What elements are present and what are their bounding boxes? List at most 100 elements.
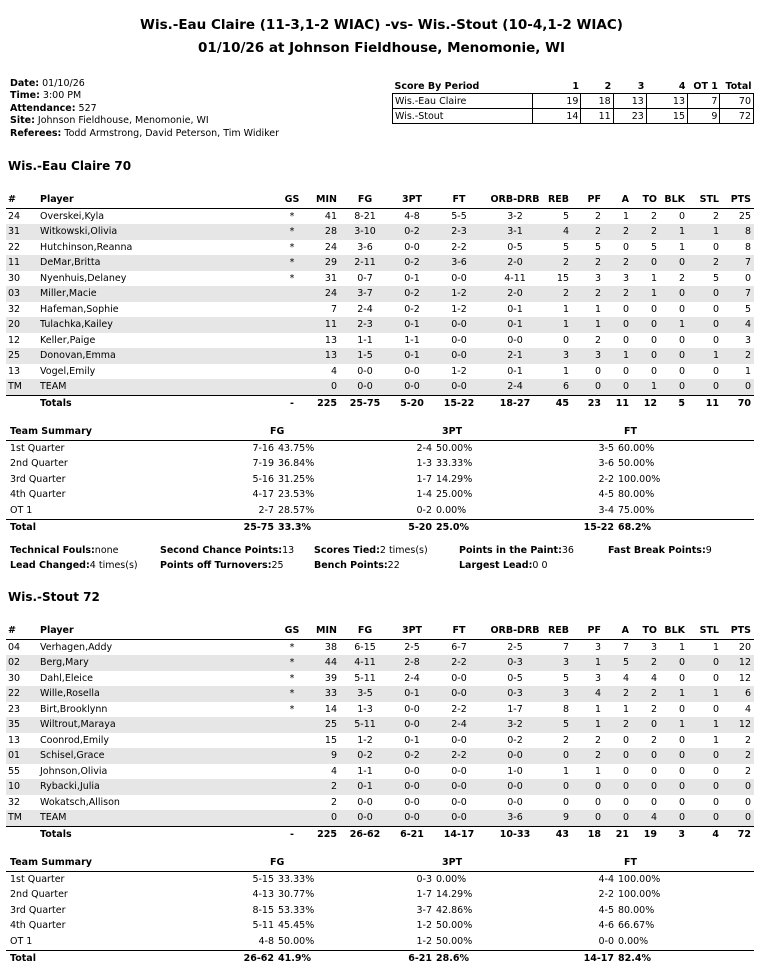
score-header-cell: 1	[572, 80, 579, 92]
player-cell: 0-1	[484, 317, 546, 333]
column-header: Player	[38, 623, 278, 640]
team-summary-row: 2nd Quarter 4-13 30.77% 1-7 14.29% 2-2 100.00%	[6, 887, 754, 903]
column-header: REB	[546, 192, 572, 209]
player-cell	[278, 379, 306, 395]
player-cell: 2-8	[390, 655, 434, 671]
column-header: FG	[340, 623, 390, 640]
player-cell: 55	[8, 765, 21, 777]
team-summary: Team Summary FG 3PT FT 1st Quarter 7-16 43.75%…	[6, 424, 754, 535]
player-cell: 24	[324, 241, 337, 253]
player-cell: 1	[632, 379, 660, 395]
player-cell: 13	[8, 734, 21, 746]
summary-cell: 4-13	[252, 889, 274, 901]
summary-cell: 80.00%	[618, 904, 655, 916]
player-cell: 5	[744, 303, 751, 315]
player-cell: 1	[744, 365, 751, 377]
summary-cell: 2-7	[258, 504, 274, 516]
team-summary-total: Total 26-62 41.9% 6-21 28.6% 14-17 82.4%	[6, 949, 754, 967]
player-cell: 4	[330, 765, 337, 777]
player-cell: 3	[594, 672, 601, 684]
totals-cell: 70	[722, 394, 754, 411]
player-cell: 1-2	[451, 303, 467, 315]
player-cell: 0-0	[507, 334, 523, 346]
player-cell: 1	[678, 641, 685, 653]
summary-cell: 23.53%	[278, 489, 315, 501]
player-cell: 1	[712, 641, 719, 653]
player-cell: 20	[738, 641, 751, 653]
player-cell: 0-0	[507, 796, 523, 808]
player-cell: 4-8	[404, 210, 420, 222]
player-row: TM TEAM 0 0-0 0-0 0-0 3-6 9 0 0 4 0 0 0	[6, 810, 754, 826]
info-value: 527	[78, 102, 97, 114]
player-row: 35 Wiltrout,Maraya 25 5-11 0-0 2-4 3-2 5 1 2 0 1 1 12	[6, 717, 754, 733]
player-cell: 0-0	[434, 686, 484, 702]
player-cell: 0-7	[357, 272, 373, 284]
player-cell: 0	[306, 810, 340, 826]
note-label: Largest Lead:	[459, 560, 533, 571]
team-summary-row: 3rd Quarter 5-16 31.25% 1-7 14.29% 2-2 100.00%	[6, 472, 754, 488]
player-cell	[278, 286, 306, 302]
player-cell: *	[289, 672, 295, 684]
note-value: 4 times(s)	[89, 560, 138, 571]
player-cell: 2-4	[404, 672, 420, 684]
column-header: STL	[688, 623, 722, 640]
summary-header: Team Summary	[10, 426, 92, 437]
player-cell: 1	[622, 210, 629, 222]
player-cell: 0	[650, 334, 657, 346]
player-cell: 0	[622, 765, 629, 777]
player-cell: 0-3	[484, 686, 546, 702]
player-cell: *	[278, 224, 306, 240]
info-label: Referees:	[10, 127, 62, 139]
player-cell: 44	[306, 655, 340, 671]
player-cell: 0	[604, 779, 632, 795]
player-cell: 0-2	[390, 224, 434, 240]
player-cell: 5	[604, 655, 632, 671]
player-cell: 0	[660, 379, 688, 395]
player-cell: 2-5	[507, 641, 523, 653]
team-heading: Wis.-Stout 72	[8, 590, 100, 604]
player-cell	[278, 717, 306, 733]
summary-cell: 66.67%	[618, 920, 655, 932]
column-header: TO	[632, 623, 660, 640]
player-cell: 7	[722, 255, 754, 271]
player-cell: 22	[6, 686, 38, 702]
player-cell: 0-0	[451, 334, 467, 346]
player-cell: 03	[6, 286, 38, 302]
summary-cell: 3rd Quarter	[10, 473, 66, 485]
score-cell: 18	[580, 93, 614, 109]
player-cell: 14	[324, 703, 337, 715]
player-cell: 3	[546, 348, 572, 364]
player-cell: 0	[678, 734, 685, 746]
player-cell: 31	[6, 224, 38, 240]
player-cell: TEAM	[38, 810, 278, 826]
player-cell: 5	[594, 241, 601, 253]
summary-cell: 0-3	[416, 873, 432, 885]
player-cell: 3-6	[434, 255, 484, 271]
player-cell: 2-2	[434, 655, 484, 671]
player-cell: 0-0	[357, 365, 373, 377]
game-info: Date: 01/10/26 Time: 3:00 PM Attendance: 5…	[10, 78, 279, 140]
player-cell: 6	[722, 686, 754, 702]
player-cell: 2	[330, 796, 337, 808]
player-cell: 0	[604, 748, 632, 764]
summary-cell: 1st Quarter	[10, 442, 65, 454]
player-cell: 0-0	[434, 779, 484, 795]
summary-cell: 45.45%	[278, 920, 315, 932]
player-cell: 02	[6, 655, 38, 671]
player-cell: 0	[712, 241, 719, 253]
player-cell: 12	[722, 717, 754, 733]
player-cell: 0	[632, 779, 660, 795]
summary-cell: 31.25%	[278, 473, 315, 485]
player-cell: 25	[6, 348, 38, 364]
player-cell: 2	[546, 255, 572, 271]
player-cell: 0-0	[434, 348, 484, 364]
game-note: Bench Points: 22	[314, 560, 400, 571]
player-cell: 8	[562, 703, 569, 715]
player-cell: 0	[632, 717, 660, 733]
player-cell: 1	[688, 348, 722, 364]
score-row: Wis.-Stout 14 11 23 15 9 72	[391, 108, 754, 124]
summary-cell: 2-4	[416, 442, 432, 454]
player-cell: 9	[306, 748, 340, 764]
player-cell: 0	[650, 796, 657, 808]
player-cell: 0	[660, 286, 688, 302]
